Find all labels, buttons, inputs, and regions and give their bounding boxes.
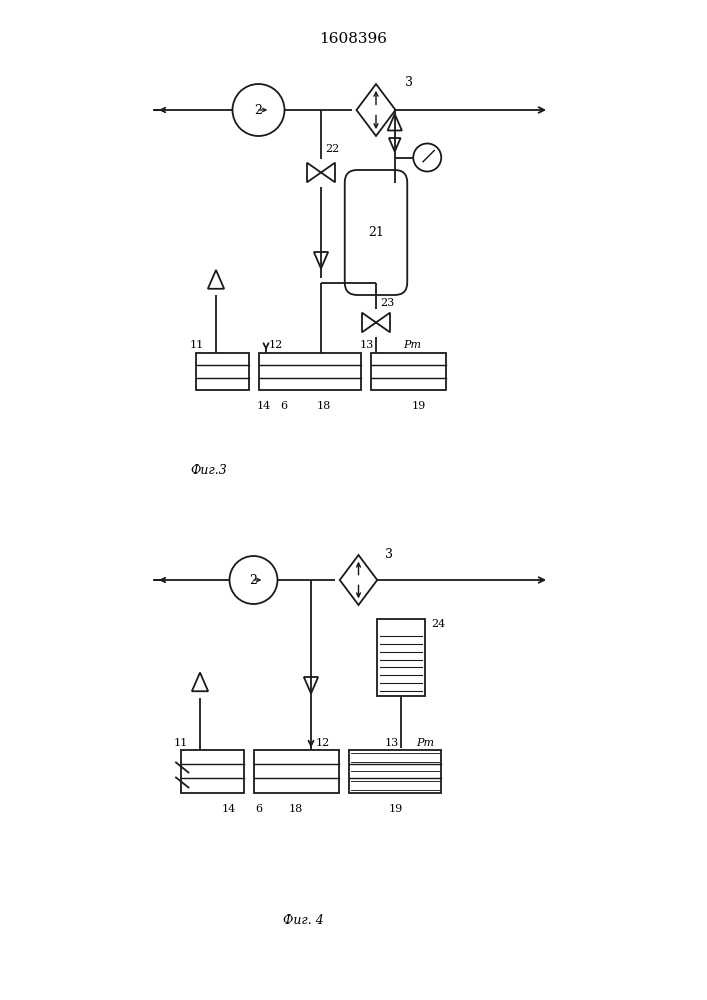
Text: 3: 3 [385,548,392,560]
Text: 18: 18 [289,804,303,814]
Polygon shape [340,555,378,605]
Bar [349,750,441,792]
FancyBboxPatch shape [345,170,407,295]
Polygon shape [208,270,224,289]
Polygon shape [356,84,395,136]
Text: 11: 11 [173,738,187,748]
Text: 24: 24 [431,619,445,629]
Polygon shape [304,677,318,694]
Text: 6: 6 [255,804,262,814]
Text: 2: 2 [255,104,262,116]
Text: 6: 6 [280,401,287,411]
Polygon shape [192,672,208,691]
Text: 19: 19 [389,804,403,814]
Bar [371,353,446,390]
Text: 23: 23 [380,298,395,308]
Circle shape [230,556,278,604]
Polygon shape [307,163,321,182]
Text: 12: 12 [316,738,330,748]
Text: 13: 13 [384,738,399,748]
Text: 3: 3 [404,76,412,89]
Bar [380,622,421,636]
Bar [196,353,248,390]
Polygon shape [389,138,401,151]
Polygon shape [321,163,335,182]
Bar [378,619,425,696]
Polygon shape [387,114,402,130]
Text: 1608396: 1608396 [320,32,387,46]
Text: 2: 2 [250,574,257,586]
Polygon shape [314,252,328,268]
Circle shape [414,143,441,172]
Text: 21: 21 [368,226,384,239]
Text: 14: 14 [257,401,271,411]
Text: 18: 18 [316,401,331,411]
Bar [254,750,339,792]
Text: 12: 12 [269,340,283,350]
Text: Рт: Рт [416,738,434,748]
Polygon shape [376,313,390,332]
Text: Фиг.3: Фиг.3 [190,464,227,477]
Text: 19: 19 [411,401,426,411]
Circle shape [233,84,284,136]
Polygon shape [362,313,376,332]
Text: 13: 13 [359,340,373,350]
Text: Фиг. 4: Фиг. 4 [283,914,324,926]
Bar [181,750,243,792]
Text: 14: 14 [221,804,235,814]
Text: 11: 11 [189,340,204,350]
Text: 22: 22 [325,143,339,153]
Bar [259,353,361,390]
Text: Рт: Рт [404,340,421,350]
